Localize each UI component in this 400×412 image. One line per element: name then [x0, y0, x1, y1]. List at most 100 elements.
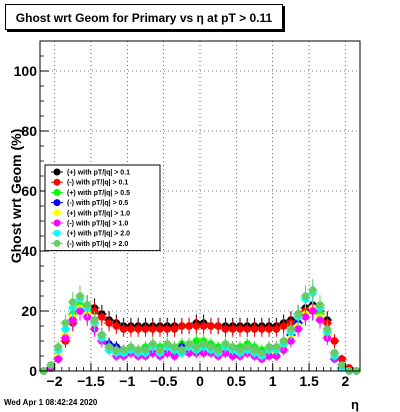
- x-tick-label: −2: [47, 373, 63, 389]
- data-point: [243, 343, 252, 351]
- data-point: [287, 337, 295, 345]
- data-point: [221, 340, 230, 348]
- data-point: [127, 343, 135, 351]
- data-point: [178, 346, 186, 354]
- data-point: [61, 334, 70, 342]
- data-point: [134, 325, 142, 333]
- data-point: [163, 340, 172, 348]
- data-point: [68, 298, 77, 306]
- data-point: [199, 340, 208, 348]
- data-point: [272, 343, 281, 351]
- legend-label: (+) with pT/|q| > 2.0: [67, 231, 130, 238]
- data-point: [221, 349, 230, 357]
- legend-marker: [53, 199, 61, 207]
- data-point: [127, 325, 135, 333]
- data-point: [163, 325, 172, 333]
- legend-entry: (+) with pT/|q| > 2.0: [51, 229, 130, 238]
- x-tick-label: 1.5: [299, 373, 319, 389]
- data-point: [105, 319, 113, 327]
- data-point: [98, 313, 106, 321]
- x-axis-title: η: [351, 397, 359, 412]
- data-point: [185, 349, 193, 357]
- y-tick-label: 20: [21, 303, 37, 319]
- data-point: [68, 316, 77, 324]
- series-points: [38, 279, 362, 375]
- legend-marker: [53, 229, 61, 237]
- data-point: [265, 343, 273, 351]
- data-point: [272, 352, 281, 360]
- y-tick-label: 60: [21, 183, 37, 199]
- data-point: [323, 325, 332, 333]
- data-point: [90, 307, 99, 315]
- legend-entry: (-) with pT/|q| > 1.0: [51, 219, 128, 228]
- y-tick-label: 80: [21, 123, 37, 139]
- data-point: [228, 343, 237, 351]
- data-point: [47, 361, 55, 369]
- data-point: [316, 316, 324, 324]
- legend-marker: [53, 219, 61, 227]
- x-tick-label: 0.5: [227, 373, 247, 389]
- data-point: [308, 307, 317, 315]
- x-tick-label: 2: [342, 373, 350, 389]
- chart-title: Ghost wrt Geom for Primary vs η at pT > …: [5, 4, 283, 30]
- data-point: [148, 325, 157, 333]
- data-point: [148, 349, 157, 357]
- data-point: [265, 325, 273, 333]
- data-point: [330, 337, 339, 345]
- legend-entry: (-) with pT/|q| > 0.5: [51, 199, 128, 207]
- data-point: [54, 343, 62, 351]
- legend-marker: [53, 188, 61, 196]
- x-tick-label: −1.5: [77, 373, 105, 389]
- data-point: [236, 346, 244, 354]
- legend-marker: [53, 209, 61, 217]
- data-point: [243, 325, 252, 333]
- y-tick-label: 40: [21, 243, 37, 259]
- legend-entry: (-) with pT/|q| > 0.1: [51, 178, 128, 187]
- data-point: [294, 325, 302, 333]
- data-point: [316, 301, 324, 309]
- data-point: [258, 349, 266, 357]
- data-point: [148, 340, 157, 348]
- data-point: [170, 325, 179, 333]
- data-point: [83, 301, 92, 309]
- data-point: [192, 337, 201, 345]
- grid-lines: [40, 41, 360, 371]
- data-point: [76, 307, 84, 315]
- timestamp: Wed Apr 1 08:42:24 2020: [4, 398, 98, 407]
- data-point: [301, 292, 310, 300]
- data-point: [192, 343, 201, 351]
- data-point: [119, 325, 128, 333]
- data-point: [207, 343, 215, 351]
- data-point: [119, 346, 128, 354]
- data-point: [338, 361, 346, 369]
- data-point: [156, 346, 164, 354]
- legend-entry: (+) with pT/|q| > 1.0: [51, 209, 130, 217]
- data-point: [98, 331, 106, 339]
- data-point: [134, 346, 142, 354]
- data-point: [294, 310, 302, 318]
- data-point: [287, 325, 295, 333]
- x-tick-label: −0.5: [150, 373, 178, 389]
- y-axis-title: Ghost wrt Geom (%): [8, 129, 24, 264]
- data-point: [199, 349, 208, 357]
- data-point: [221, 325, 230, 333]
- legend-box: [44, 164, 161, 252]
- data-point: [250, 346, 259, 354]
- data-point: [105, 343, 113, 351]
- legend-entry: (-) with pT/|q| > 2.0: [51, 239, 128, 248]
- data-point: [228, 352, 237, 360]
- data-point: [214, 346, 222, 354]
- data-point: [192, 322, 201, 330]
- data-point: [338, 355, 346, 363]
- data-point: [207, 322, 215, 330]
- legend: (+) with pT/|q| > 0.1 (-) with pT/|q| > 0…: [44, 164, 161, 252]
- legend-label: (-) with pT/|q| > 2.0: [67, 241, 128, 248]
- legend-label: (+) with pT/|q| > 1.0: [67, 210, 130, 217]
- legend-marker: [53, 168, 61, 176]
- data-point: [61, 319, 70, 327]
- y-tick-label: 0: [29, 363, 37, 379]
- legend-entry: (+) with pT/|q| > 0.1: [51, 168, 130, 177]
- data-point: [178, 322, 186, 330]
